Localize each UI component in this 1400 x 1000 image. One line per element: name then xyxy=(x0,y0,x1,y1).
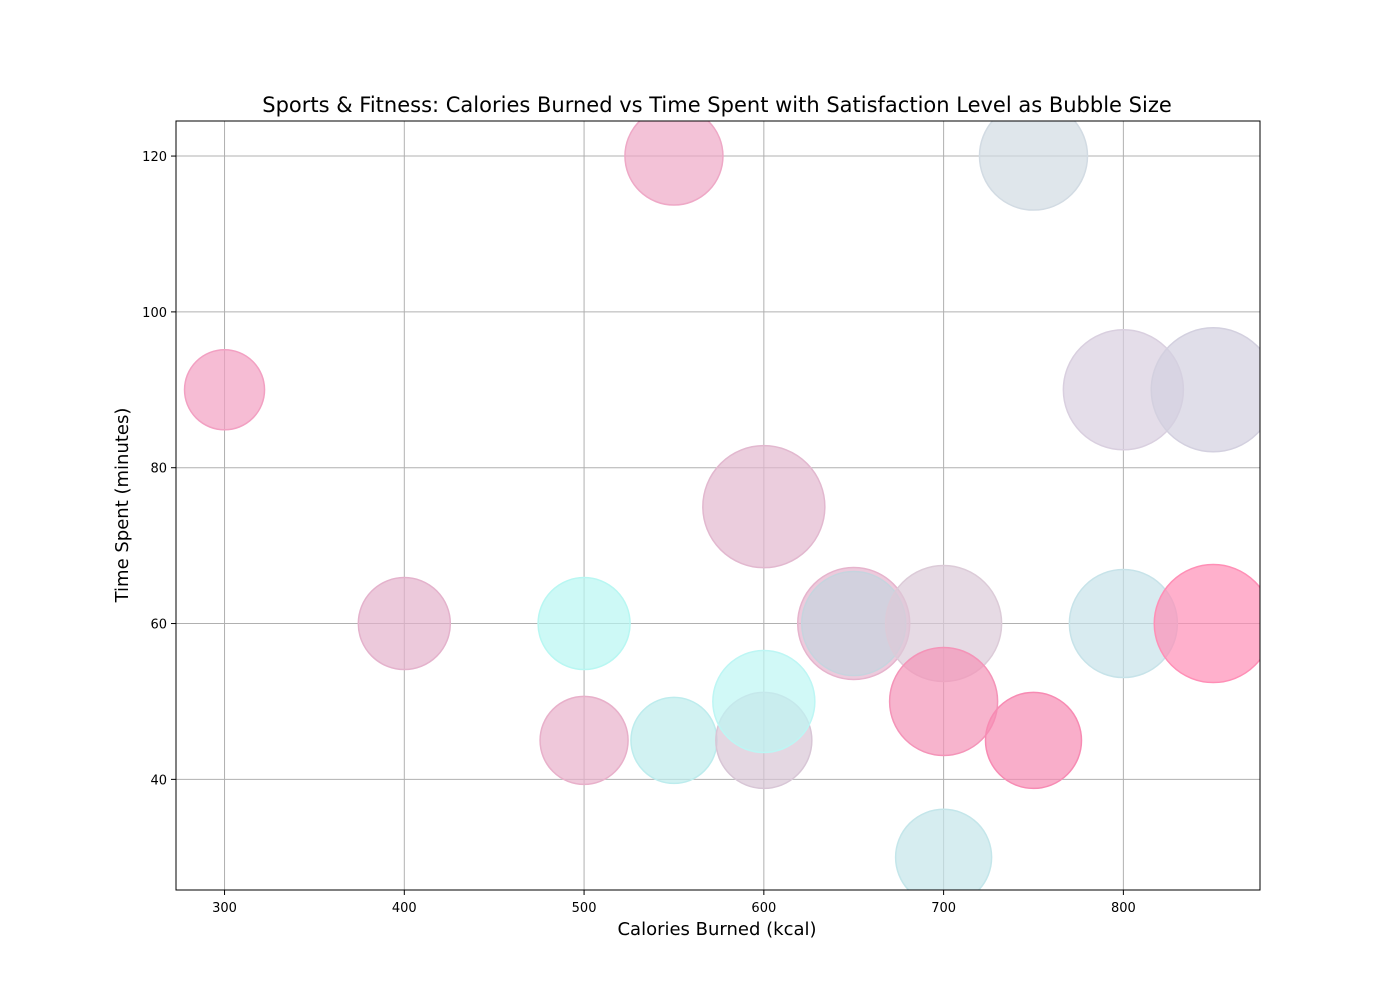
data-bubble xyxy=(702,444,826,569)
y-tick-label: 80 xyxy=(150,462,167,477)
data-bubble xyxy=(1150,327,1260,453)
y-axis-label: Time Spent (minutes) xyxy=(112,408,133,604)
data-bubble xyxy=(537,576,631,671)
data-bubble xyxy=(894,808,993,890)
axis-ticks: 300 400 500 600 700 800 40 60 80 100 120 xyxy=(142,150,1136,916)
x-tick-label: 600 xyxy=(751,901,776,916)
data-bubble xyxy=(357,576,452,671)
x-tick-label: 700 xyxy=(931,901,956,916)
y-tick-label: 100 xyxy=(142,306,167,321)
chart-title: Sports & Fitness: Calories Burned vs Tim… xyxy=(262,93,1172,117)
plot-frame xyxy=(175,120,1261,891)
data-bubble xyxy=(978,121,1089,211)
y-tick-label: 120 xyxy=(142,150,167,165)
x-tick-label: 300 xyxy=(212,901,237,916)
data-bubble xyxy=(183,349,266,431)
x-axis-label: Calories Burned (kcal) xyxy=(617,919,816,940)
data-bubble xyxy=(630,696,718,785)
y-tick-label: 40 xyxy=(150,773,167,788)
data-bubble xyxy=(539,695,629,786)
data-bubble xyxy=(712,649,816,754)
data-bubble xyxy=(984,691,1083,790)
data-bubble xyxy=(624,121,724,206)
x-tick-label: 400 xyxy=(392,901,417,916)
data-bubble xyxy=(1153,563,1260,684)
x-tick-label: 800 xyxy=(1111,901,1136,916)
data-bubble xyxy=(888,646,999,757)
x-tick-label: 500 xyxy=(572,901,597,916)
bubbles xyxy=(183,121,1260,890)
y-tick-label: 60 xyxy=(150,618,167,633)
